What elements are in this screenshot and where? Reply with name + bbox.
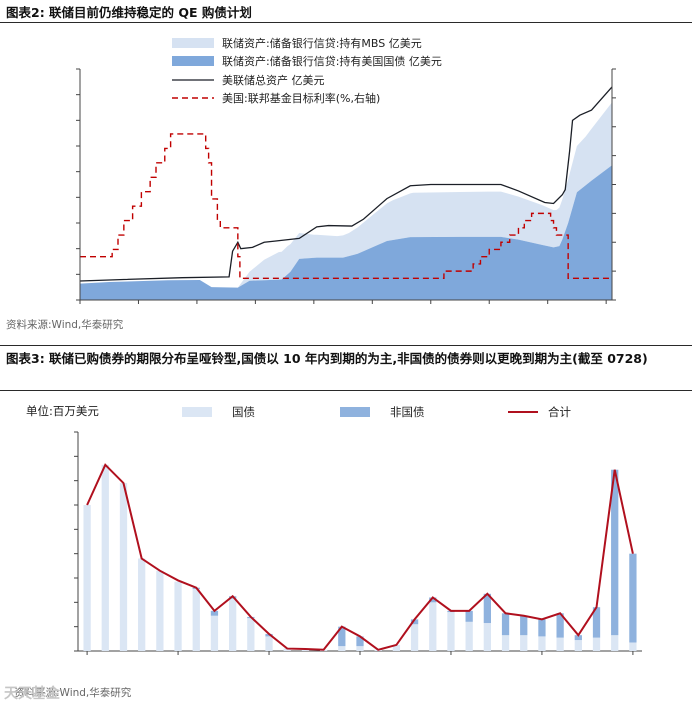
gov-bar	[119, 483, 128, 651]
legend-label-sum: 合计	[548, 405, 571, 419]
gov-bar	[410, 624, 419, 651]
nongov-bar	[338, 626, 346, 647]
gov-bar	[574, 640, 582, 651]
gov-bar	[611, 635, 619, 651]
figure-3-title: 图表3: 联储已购债券的期限分布呈哑铃型,国债以 10 年内到期的为主,非国债的…	[6, 351, 648, 366]
figure-2-source: 资料来源:Wind,华泰研究	[6, 319, 124, 331]
gov-bar	[556, 637, 564, 651]
gov-bar	[265, 636, 273, 651]
nongov-bar	[538, 619, 546, 637]
legend-label-mbs: 联储资产:储备银行信贷:持有MBS 亿美元	[222, 36, 422, 50]
figure-2-title: 图表2: 联储目前仍维持稳定的 QE 购债计划	[6, 5, 252, 20]
gov-bar	[138, 558, 146, 651]
figure-3-source: 资料来源:Wind,华泰研究	[14, 687, 132, 699]
nongov-bar	[592, 607, 601, 638]
legend-label-gov: 国债	[232, 405, 255, 419]
gov-bar	[338, 646, 346, 651]
legend-swatch-gov	[182, 407, 212, 417]
gov-bar	[501, 635, 510, 651]
gov-bar	[447, 612, 455, 651]
gov-bar	[101, 464, 109, 651]
figure-2-title-rule	[0, 22, 692, 23]
sum-line	[86, 463, 634, 651]
figure-3-top-rule	[0, 345, 692, 346]
legend-label-total-assets: 美联储总资产 亿美元	[222, 73, 325, 87]
gov-bar	[520, 635, 528, 651]
total-assets-line	[79, 86, 613, 282]
nongov-bar	[501, 613, 510, 636]
legend-label-nongov: 非国债	[390, 405, 425, 419]
treasury-area	[80, 165, 612, 300]
gov-bar	[229, 598, 237, 651]
nongov-bar	[210, 610, 219, 616]
nongov-bar	[429, 597, 437, 603]
gov-bar	[538, 636, 546, 651]
legend-label-fed-rate: 美国:联邦基金目标利率(%,右轴)	[222, 91, 380, 105]
gov-bar	[592, 637, 601, 651]
legend-swatch-treasury	[172, 56, 214, 66]
figure-3-chart: 单位:百万美元 国债 非国债 合计	[26, 404, 642, 655]
nongov-bar	[629, 553, 637, 643]
legend-label-treasury: 联储资产:储备银行信贷:持有美国国债 亿美元	[222, 54, 442, 68]
gov-bar	[429, 602, 437, 651]
nongov-bar	[556, 613, 564, 638]
nongov-bar	[410, 619, 419, 625]
gov-bar	[483, 623, 491, 651]
gov-bar	[356, 646, 364, 651]
nongov-bar	[356, 636, 364, 647]
nongov-bar	[520, 615, 528, 636]
nongov-bar	[611, 469, 619, 636]
mbs-area	[80, 102, 612, 288]
fed-rate-line	[80, 133, 612, 280]
nongov-bar	[483, 593, 491, 624]
gov-bar	[283, 648, 291, 651]
figure-2-chart: 联储资产:储备银行信贷:持有MBS 亿美元 联储资产:储备银行信贷:持有美国国债…	[76, 36, 616, 304]
nongov-bar	[465, 610, 473, 622]
watermark: 天天基金	[4, 686, 60, 702]
legend-swatch-nongov	[340, 407, 370, 417]
gov-bar	[210, 615, 219, 651]
figure-3-title-rule	[0, 390, 692, 391]
gov-bar	[83, 505, 91, 651]
gov-bar	[247, 618, 255, 651]
gov-bar	[174, 581, 182, 651]
gov-bar	[392, 644, 401, 651]
nongov-bar	[574, 635, 582, 641]
unit-label: 单位:百万美元	[26, 404, 99, 418]
gov-bar	[192, 588, 200, 651]
legend-swatch-mbs	[172, 38, 214, 48]
gov-bar	[156, 570, 164, 651]
gov-bar	[465, 621, 473, 651]
gov-bar	[629, 642, 637, 651]
